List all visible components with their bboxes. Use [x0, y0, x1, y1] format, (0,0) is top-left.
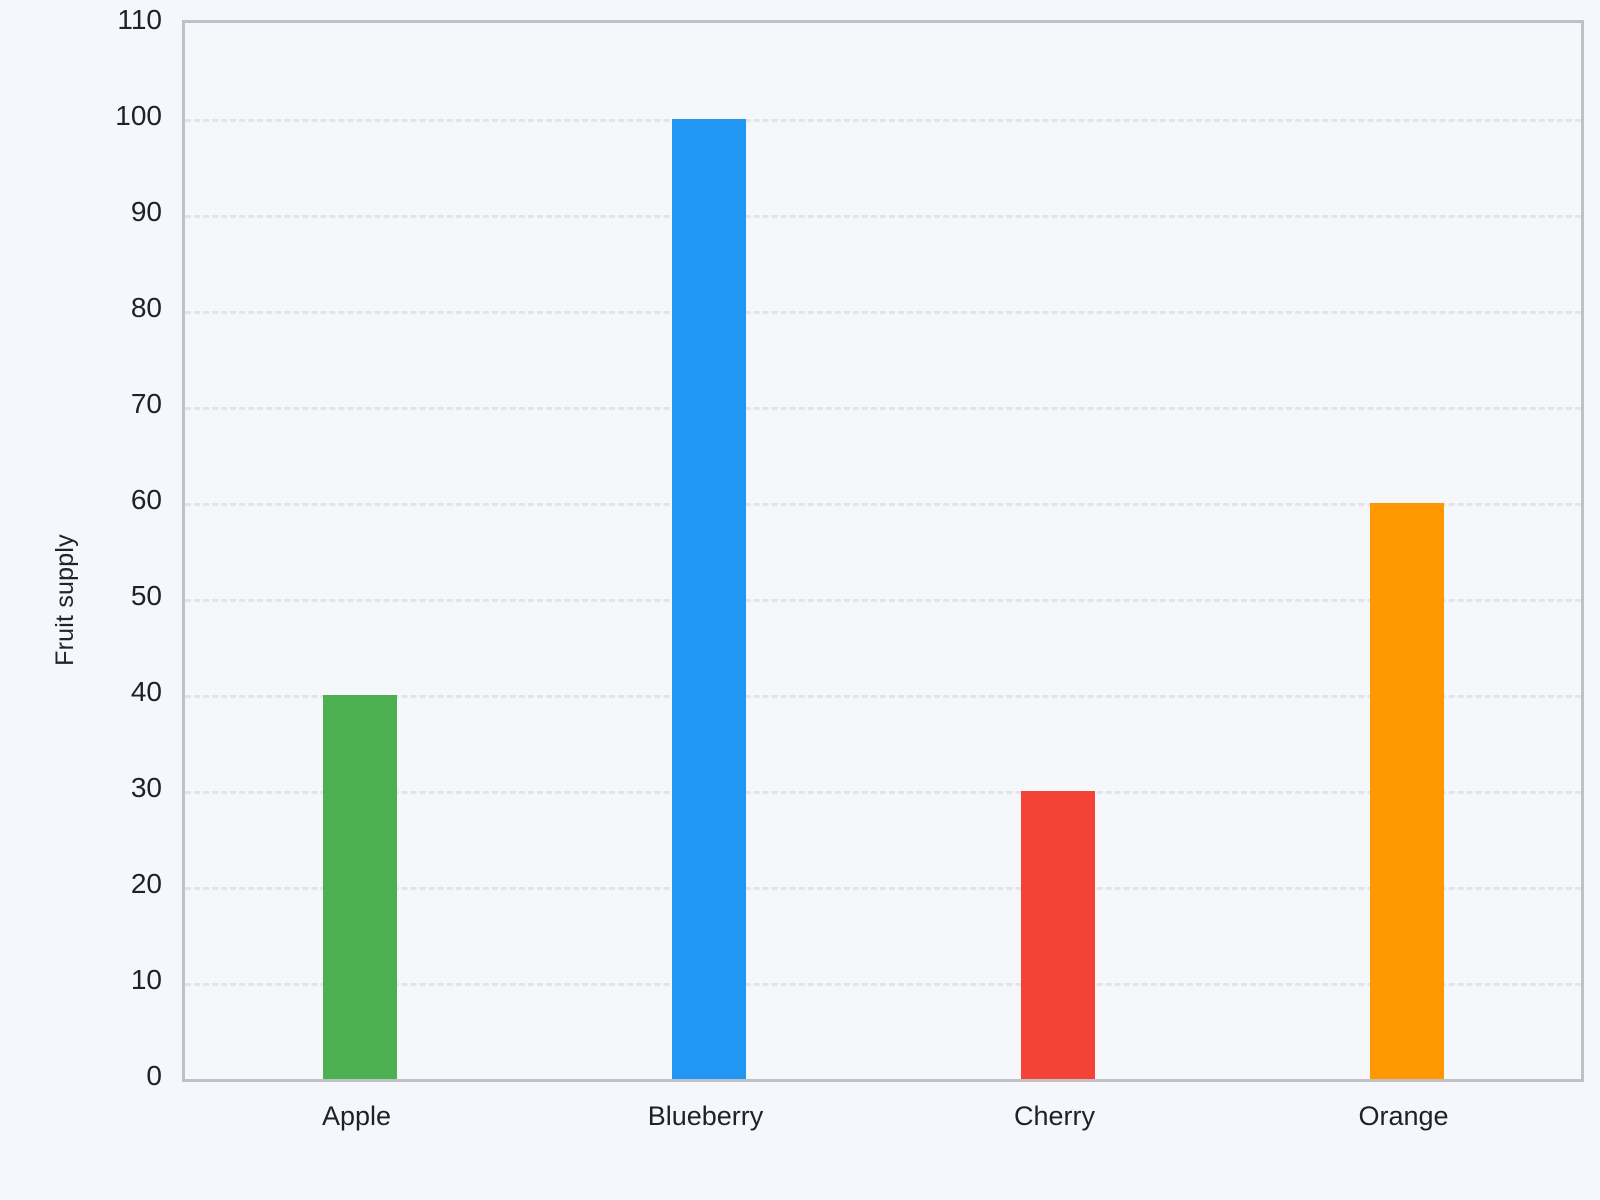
- y-tick-label: 110: [117, 4, 162, 35]
- bar-orange[interactable]: [1369, 503, 1444, 1079]
- y-tick-label: 100: [115, 100, 162, 131]
- y-axis-tick-labels: 0 10 20 30 40 50 60 70 80 90 100 110: [0, 4, 162, 1091]
- plot-area: [182, 20, 1584, 1082]
- x-tick-label-apple: Apple: [321, 1101, 392, 1131]
- y-tick-label: 20: [130, 868, 162, 899]
- x-tick-label-orange: Orange: [1358, 1101, 1449, 1131]
- x-tick-label-cherry: Cherry: [1013, 1101, 1095, 1131]
- bar-apple[interactable]: [322, 695, 397, 1079]
- y-tick-label: 10: [130, 964, 162, 995]
- bar-blueberry[interactable]: [671, 119, 746, 1079]
- y-tick-label: 50: [130, 580, 162, 611]
- x-axis-tick-labels: Apple Blueberry Cherry Orange: [182, 1101, 1578, 1145]
- y-tick-label: 60: [130, 484, 162, 515]
- bar-cherry[interactable]: [1020, 791, 1095, 1079]
- bars-layer: [185, 23, 1581, 1079]
- x-tick-label-blueberry: Blueberry: [647, 1101, 764, 1131]
- y-tick-label: 30: [130, 772, 162, 803]
- y-tick-label: 40: [130, 676, 162, 707]
- y-tick-label: 70: [130, 388, 162, 419]
- y-tick-label: 0: [146, 1060, 162, 1091]
- y-tick-label: 80: [130, 292, 162, 323]
- y-tick-label: 90: [130, 196, 162, 227]
